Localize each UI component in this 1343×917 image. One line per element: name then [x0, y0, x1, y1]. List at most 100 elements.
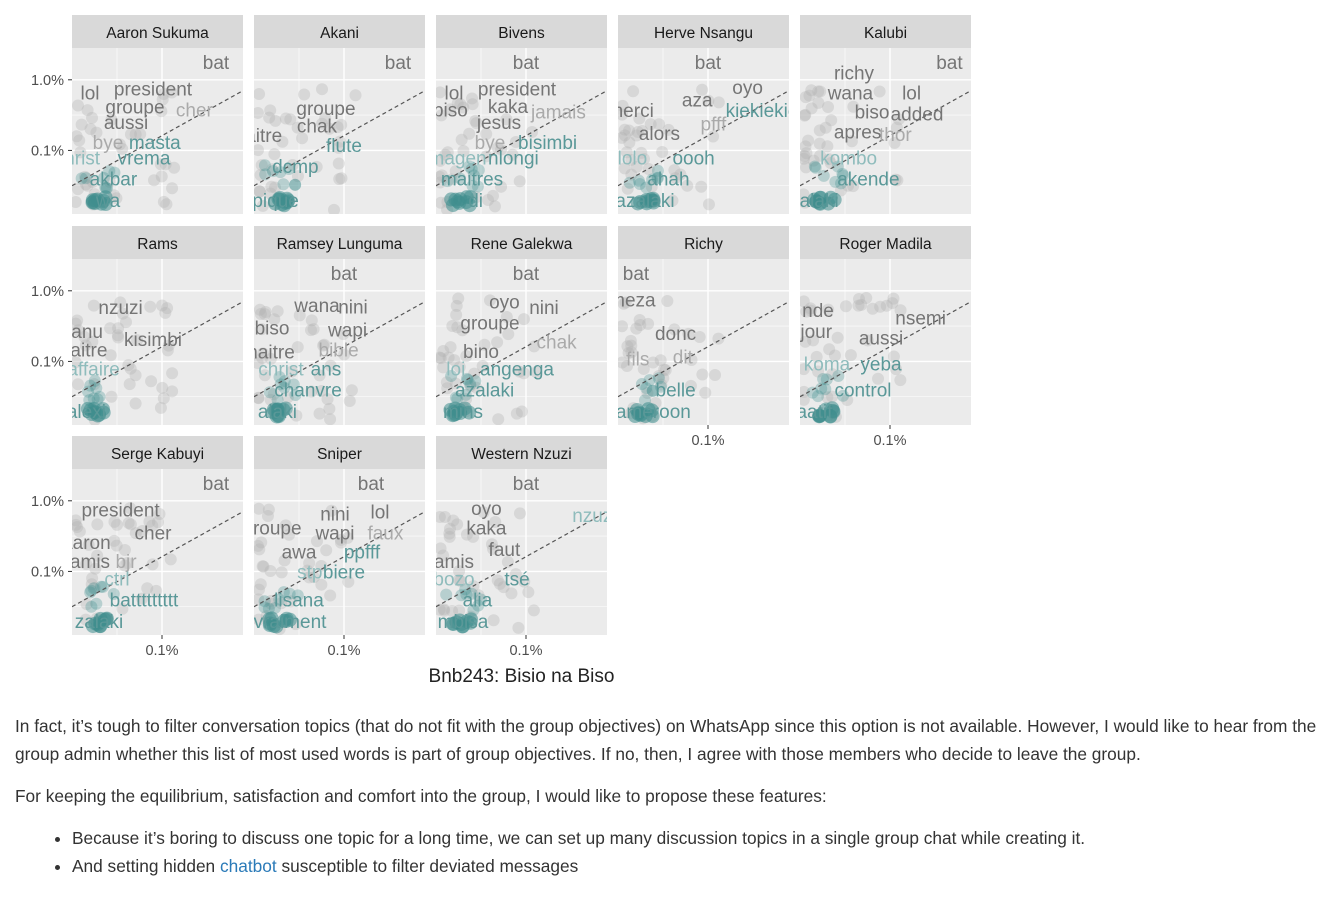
data-point [332, 141, 345, 154]
data-point [450, 299, 463, 312]
data-point [509, 136, 522, 149]
word-label: bat [513, 264, 540, 285]
data-point [620, 146, 633, 159]
word-label: jamais [530, 103, 586, 124]
chatbot-link[interactable]: chatbot [219, 856, 277, 876]
data-point [342, 575, 355, 588]
word-label: kaka [488, 97, 529, 118]
word-label: chak [537, 333, 578, 354]
data-point [148, 174, 161, 187]
facet-strip-label: Akani [320, 25, 359, 42]
data-point [618, 123, 631, 136]
data-point-cluster [465, 587, 478, 600]
data-point [136, 524, 149, 537]
data-point [467, 530, 480, 543]
data-point [844, 349, 857, 362]
word-label: chanvre [274, 381, 342, 402]
word-label: azalaki [615, 191, 674, 212]
data-point [445, 173, 458, 186]
data-point [834, 184, 847, 197]
data-point [444, 341, 457, 354]
word-label: azalaki [455, 381, 514, 402]
data-point-cluster [85, 600, 98, 613]
data-point [822, 101, 835, 114]
reference-diagonal-line [72, 301, 243, 398]
word-label: mins [443, 402, 483, 423]
word-label: nlongi [488, 148, 539, 169]
data-point [255, 323, 268, 336]
word-label: president [114, 79, 193, 100]
data-point [267, 388, 280, 401]
data-point [121, 556, 134, 569]
data-point [263, 111, 276, 124]
data-point [891, 174, 904, 187]
data-point [254, 169, 267, 182]
data-point [281, 391, 294, 404]
data-point [872, 372, 885, 385]
data-point [79, 178, 92, 191]
data-point [269, 181, 282, 194]
data-point [444, 103, 457, 116]
data-point [284, 595, 297, 608]
data-point [134, 128, 147, 141]
word-label: akende [837, 170, 899, 191]
data-point-cluster [83, 403, 98, 418]
data-point [118, 559, 131, 572]
data-point-cluster [472, 599, 485, 612]
reference-diagonal-line [436, 511, 607, 608]
data-point [254, 185, 266, 198]
data-point [450, 308, 463, 321]
data-point [502, 328, 515, 341]
data-point-cluster [108, 166, 121, 179]
data-point [333, 172, 346, 185]
data-point [123, 378, 136, 391]
data-point [443, 527, 456, 540]
data-point [79, 339, 92, 352]
data-point [87, 299, 100, 312]
data-point [265, 180, 278, 193]
data-point [313, 407, 326, 420]
data-point [268, 148, 281, 161]
data-point [307, 323, 320, 336]
data-point-cluster [258, 595, 271, 608]
data-point-cluster [638, 409, 653, 424]
facet-strip-label: Ramsey Lunguma [277, 236, 403, 253]
data-point-cluster [450, 194, 465, 209]
data-point-cluster [289, 389, 302, 402]
reference-diagonal-line [254, 511, 425, 608]
data-point [527, 604, 540, 617]
data-point [333, 135, 346, 148]
data-point [630, 322, 643, 335]
data-point [122, 516, 135, 529]
data-point [819, 121, 832, 134]
data-point-cluster [278, 381, 291, 394]
data-point-cluster [811, 390, 824, 403]
word-label: groupe [105, 98, 164, 119]
data-point [822, 303, 835, 316]
data-point [513, 365, 526, 378]
word-label: aza [682, 91, 713, 112]
article-body: In fact, it’s tough to filter conversati… [15, 712, 1330, 880]
data-point [453, 604, 466, 617]
data-point [259, 306, 272, 319]
facet-strip [436, 226, 607, 259]
word-label: maitre [229, 126, 282, 147]
data-point-cluster [837, 389, 850, 402]
data-point [618, 297, 630, 310]
data-point [621, 360, 634, 373]
data-point [153, 507, 166, 520]
data-point [624, 334, 637, 347]
word-label: magen [429, 148, 487, 169]
data-point-cluster [100, 182, 113, 195]
data-point [436, 154, 447, 167]
data-point [880, 299, 893, 312]
data-point [634, 319, 647, 332]
data-point-cluster [809, 161, 822, 174]
data-point [804, 304, 817, 317]
data-point [489, 516, 502, 529]
word-label: cameroon [606, 402, 691, 423]
data-point-cluster [633, 178, 646, 191]
word-label: akbar [90, 170, 138, 191]
data-point [618, 129, 631, 142]
